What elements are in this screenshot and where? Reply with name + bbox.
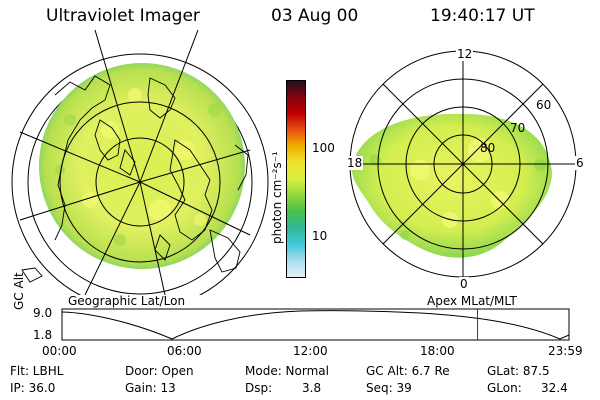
altitude-xtick-2: 12:00 bbox=[293, 344, 328, 358]
mlt-label-18: 18 bbox=[346, 156, 364, 170]
info-filter: Flt: LBHL bbox=[10, 364, 64, 378]
info-door: Door: Open bbox=[125, 364, 194, 378]
mlt-label-12: 12 bbox=[456, 47, 474, 61]
time-label: 19:40:17 UT bbox=[430, 6, 535, 26]
altitude-xtick-1: 06:00 bbox=[167, 344, 202, 358]
colorbar bbox=[286, 80, 306, 278]
altitude-curve bbox=[61, 310, 570, 340]
aurora-emission-geo bbox=[39, 63, 245, 269]
lat-label-60: 60 bbox=[536, 98, 552, 112]
info-gc-alt: GC Alt: 6.7 Re bbox=[366, 364, 450, 378]
altitude-ytick-top: 9.0 bbox=[33, 306, 53, 320]
aurora-oval bbox=[351, 113, 552, 258]
info-dsp-label: Dsp: bbox=[245, 381, 273, 395]
info-seq: Seq: 39 bbox=[366, 381, 412, 395]
colorbar-tick-100: 100 bbox=[312, 141, 335, 155]
altitude-xtick-3: 18:00 bbox=[420, 344, 455, 358]
mlt-label-0: 0 bbox=[459, 277, 469, 291]
info-dsp-value: 3.8 bbox=[302, 381, 322, 395]
altitude-xtick-4: 23:59 bbox=[548, 344, 583, 358]
info-mode: Mode: Normal bbox=[245, 364, 329, 378]
altitude-ytick-bottom: 1.8 bbox=[33, 328, 53, 342]
polar-map-label: Apex MLat/MLT bbox=[427, 294, 517, 308]
altitude-xtick-0: 00:00 bbox=[42, 344, 77, 358]
info-ip: IP: 36.0 bbox=[10, 381, 56, 395]
info-glon-value: 32.4 bbox=[541, 381, 568, 395]
altitude-ylabel: GC Alt bbox=[12, 272, 26, 310]
info-gain: Gain: 13 bbox=[125, 381, 176, 395]
info-glon-label: GLon: bbox=[487, 381, 522, 395]
mlt-label-6: 6 bbox=[575, 156, 585, 170]
date-label: 03 Aug 00 bbox=[271, 6, 359, 26]
colorbar-tick-10: 10 bbox=[312, 229, 328, 243]
info-glat: GLat: 87.5 bbox=[487, 364, 550, 378]
lat-label-80: 80 bbox=[480, 141, 496, 155]
lat-label-70: 70 bbox=[510, 121, 526, 135]
app-title: Ultraviolet Imager bbox=[46, 6, 200, 26]
geographic-map-label: Geographic Lat/Lon bbox=[68, 294, 186, 308]
